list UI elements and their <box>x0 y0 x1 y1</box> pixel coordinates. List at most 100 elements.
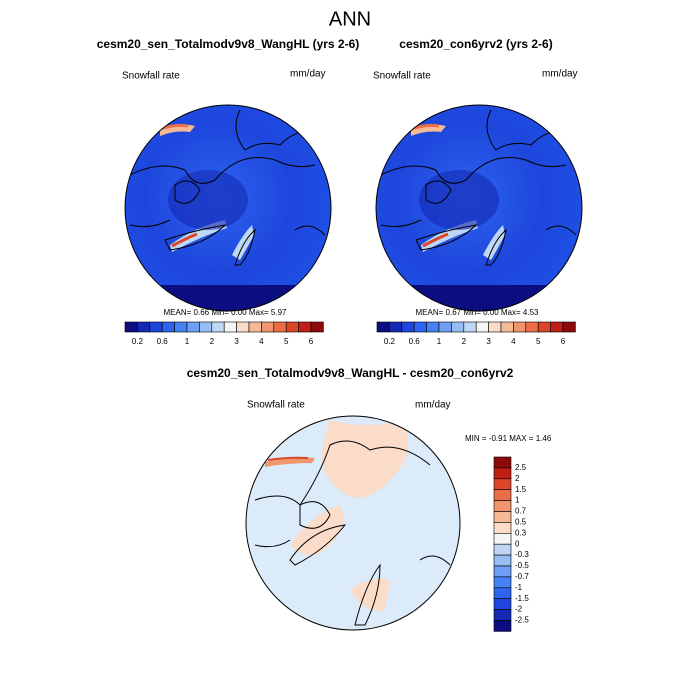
colorbar-box <box>537 321 551 333</box>
colorbar-box <box>310 321 324 333</box>
colorbar-box <box>513 321 527 333</box>
colorbar-label: 1 <box>437 337 442 346</box>
variable-label: Snowfall rate <box>122 71 180 82</box>
colorbar-box <box>124 321 138 333</box>
colorbar-box <box>493 565 512 578</box>
colorbar-box <box>562 321 576 333</box>
map-border <box>124 104 332 312</box>
colorbar-label: 2 <box>462 337 467 346</box>
colorbar-box <box>493 620 512 632</box>
colorbar-label: 1 <box>185 337 190 346</box>
coastlines <box>254 440 451 626</box>
colorbar-label: -0.5 <box>515 561 529 570</box>
colorbar-box <box>493 543 512 556</box>
colorbar-box <box>248 321 262 333</box>
colorbar-box <box>174 321 188 333</box>
colorbar-label: -1.5 <box>515 594 529 603</box>
colorbar-box <box>438 321 452 333</box>
colorbar-box <box>376 321 390 333</box>
colorbar-box <box>186 321 200 333</box>
colorbar-box <box>285 321 299 333</box>
colorbar-box <box>426 321 440 333</box>
colorbar-box <box>493 587 512 599</box>
colorbar-box <box>493 478 512 490</box>
colorbar-box <box>223 321 237 333</box>
units-label: mm/day <box>290 69 326 80</box>
colorbar-box <box>475 321 489 333</box>
colorbar-label: 0.2 <box>132 337 144 346</box>
panel-title: cesm20_con6yrv2 (yrs 2-6) <box>399 37 552 51</box>
colorbar-box <box>493 576 512 589</box>
colorbar-box <box>493 522 512 534</box>
colorbar-label: 0.6 <box>409 337 421 346</box>
colorbar-label: 0 <box>515 539 520 548</box>
colorbar-box <box>236 321 250 333</box>
colorbar-box <box>500 321 514 333</box>
colorbar-box <box>493 554 512 567</box>
colorbar-box <box>493 456 512 469</box>
colorbar-label: 2 <box>210 337 215 346</box>
units-label: mm/day <box>415 400 451 411</box>
variable-label: Snowfall rate <box>373 71 431 82</box>
units-label: mm/day <box>542 69 578 80</box>
panel-title: cesm20_sen_Totalmodv9v8_WangHL - cesm20_… <box>187 366 514 380</box>
colorbar-box <box>525 321 539 333</box>
colorbar-box <box>493 609 512 621</box>
colorbar-label: 2.5 <box>515 463 527 472</box>
colorbar-label: 0.6 <box>157 337 169 346</box>
colorbar-label: 1 <box>515 496 520 505</box>
colorbar-box <box>493 532 512 545</box>
colorbar-box <box>261 321 275 333</box>
colorbar-label: -0.7 <box>515 572 529 581</box>
stats: MEAN= 0.66 Min= 0.00 Max= 5.97 <box>164 308 288 317</box>
colorbar-label: 2 <box>515 474 520 483</box>
colorbar-box <box>463 321 477 333</box>
colorbar-label: 3 <box>234 337 239 346</box>
stats: MIN = -0.91 MAX = 1.46 <box>465 434 552 443</box>
colorbar-box <box>137 321 151 333</box>
colorbar-label: 5 <box>536 337 541 346</box>
map-border <box>375 104 583 312</box>
colorbar-label: 4 <box>511 337 516 346</box>
colorbar-box <box>550 321 564 333</box>
colorbar-label: 4 <box>259 337 264 346</box>
map <box>246 416 460 630</box>
colorbar-label: 1.5 <box>515 485 527 494</box>
colorbar-box <box>273 321 287 333</box>
colorbar-label: 6 <box>561 337 566 346</box>
panel-title: cesm20_sen_Totalmodv9v8_WangHL (yrs 2-6) <box>97 37 360 51</box>
colorbar-box <box>199 321 213 333</box>
colorbar-label: 0.3 <box>515 528 527 537</box>
colorbar-box <box>493 467 512 480</box>
colorbar-label: 6 <box>309 337 314 346</box>
colorbar: 0.2 0.6 1 2 3 4 5 6 <box>376 321 576 346</box>
colorbar-box <box>493 489 512 501</box>
colorbar-label: 0.2 <box>384 337 396 346</box>
colorbar-label: 0.7 <box>515 507 527 516</box>
colorbar-box <box>493 511 512 523</box>
colorbar-box <box>451 321 465 333</box>
colorbar-label: 5 <box>284 337 289 346</box>
colorbar-label: 3 <box>486 337 491 346</box>
colorbar-box <box>211 321 225 333</box>
colorbar-box <box>413 321 427 333</box>
colorbar: 2.5 2 1.5 1 0.7 0.50.3 0 -0.3 -0.5 -0.7 -1 -1.5 -2 -2… <box>493 456 529 632</box>
colorbar-box <box>389 321 403 333</box>
map-border <box>245 415 461 631</box>
figure-title: ANN <box>329 8 371 30</box>
colorbar-label: -0.3 <box>515 550 529 559</box>
colorbar: 0.2 0.6 1 2 3 4 5 6 <box>124 321 324 346</box>
colorbar-box <box>298 321 312 333</box>
colorbar-box <box>149 321 163 333</box>
variable-label: Snowfall rate <box>247 400 305 411</box>
colorbar-label: -1 <box>515 583 523 592</box>
colorbar-box <box>488 321 502 333</box>
stats: MEAN= 0.67 Min= 0.00 Max= 4.53 <box>416 308 540 317</box>
colorbar-label: -2 <box>515 605 523 614</box>
colorbar-label: 0.5 <box>515 518 527 527</box>
colorbar-box <box>401 321 415 333</box>
map <box>376 105 582 311</box>
colorbar-label: -2.5 <box>515 616 529 625</box>
colorbar-box <box>493 500 512 512</box>
